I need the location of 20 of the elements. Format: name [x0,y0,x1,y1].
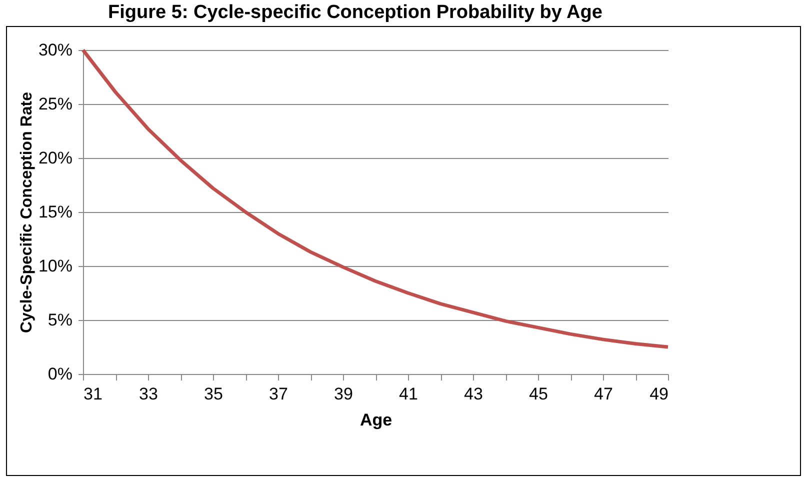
x-tick-label: 45 [529,384,548,404]
x-tick-label: 35 [204,384,223,404]
y-tick-label: 15% [38,202,72,222]
chart-title: Figure 5: Cycle-specific Conception Probability by Age [108,2,604,24]
y-tick-label: 30% [38,40,72,60]
y-tick-label: 25% [38,94,72,114]
x-axis-title: Age [360,410,392,430]
x-tick-label: 43 [464,384,483,404]
y-tick-label: 0% [48,364,72,384]
x-tick-label: 37 [269,384,288,404]
x-tick-label: 33 [139,384,158,404]
x-tick-label: 39 [334,384,353,404]
x-tick-label: 41 [399,384,418,404]
x-tick-label: 47 [594,384,613,404]
x-tick-label: 31 [84,384,102,404]
y-tick-label: 10% [38,256,72,276]
y-tick-label: 5% [48,310,72,330]
x-tick-label: 49 [650,384,668,404]
y-axis-title: Cycle-Specific Conception Rate [18,92,36,333]
y-tick-label: 20% [38,148,72,168]
